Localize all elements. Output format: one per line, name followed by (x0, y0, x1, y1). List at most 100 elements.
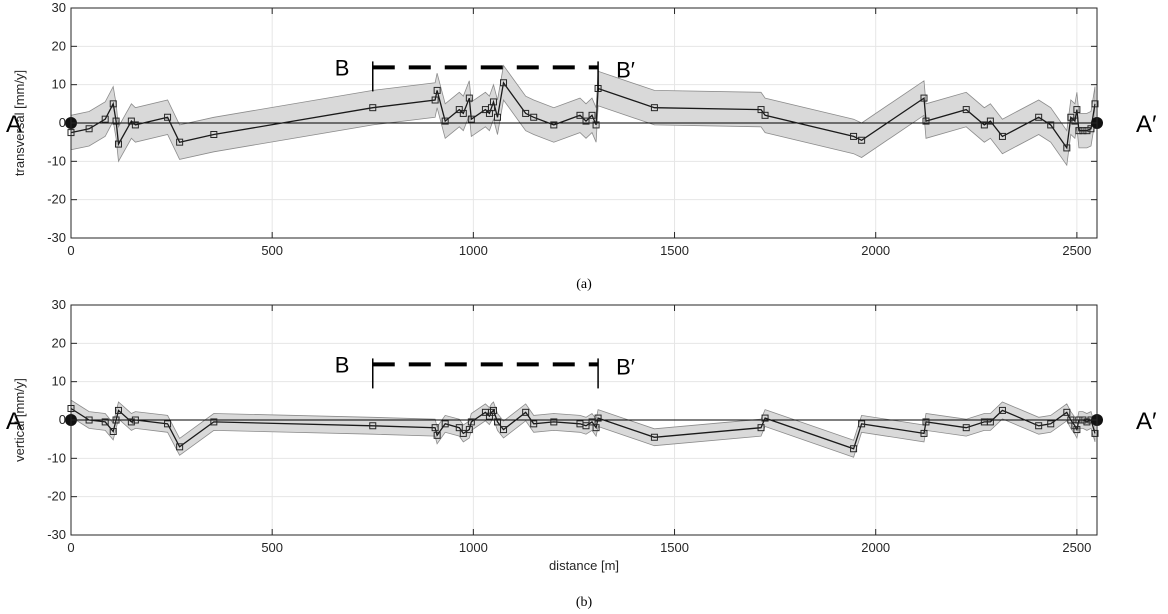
y-tick-label: 10 (52, 374, 66, 389)
data-point (455, 424, 463, 432)
data-point (650, 433, 658, 441)
series-line (70, 407, 1096, 450)
x-axis-label: distance [m] (549, 558, 619, 573)
data-point (485, 412, 493, 420)
y-tick-label: -30 (47, 230, 66, 245)
data-point (131, 121, 139, 129)
data-point (592, 121, 600, 129)
data-point (500, 426, 508, 434)
data-point (920, 429, 928, 437)
data-point (1079, 416, 1087, 424)
data-point (850, 132, 858, 140)
end-label-a-prime: A′ (1136, 111, 1157, 138)
data-point (592, 424, 600, 432)
data-point (986, 418, 994, 426)
x-tick-label: 500 (261, 243, 283, 258)
data-point (127, 418, 135, 426)
data-point (850, 445, 858, 453)
data-point (650, 104, 658, 112)
data-point (369, 422, 377, 430)
data-point (980, 121, 988, 129)
data-point (1035, 422, 1043, 430)
data-point (962, 424, 970, 432)
data-point (922, 117, 930, 125)
data-point (1075, 416, 1083, 424)
data-point (1035, 113, 1043, 121)
data-point (433, 431, 441, 439)
data-point (530, 113, 538, 121)
data-point (467, 115, 475, 123)
y-tick-label: 10 (52, 77, 66, 92)
y-tick-label: 0 (59, 115, 66, 130)
data-point (101, 115, 109, 123)
y-axis-label: vertical [mm/y] (12, 378, 27, 462)
panel-a: B B′ A A′ 0 500 1000 1500 2000 2500 -30 -20 -10 0 10 20… (6, 0, 1157, 292)
data-point (1047, 420, 1055, 428)
section-label-b-prime: B′ (616, 57, 635, 82)
data-point (1073, 106, 1081, 114)
data-point (588, 111, 596, 119)
y-axis-label: transversal [mm/y] (12, 70, 27, 176)
x-tick-label: 2000 (861, 243, 890, 258)
data-point (1063, 144, 1071, 152)
y-tick-label: -30 (47, 527, 66, 542)
data-point (101, 418, 109, 426)
x-tick-label: 1000 (459, 243, 488, 258)
data-point (582, 422, 590, 430)
section-label-b-prime: B′ (616, 354, 635, 379)
y-tick-label: 20 (52, 335, 66, 350)
section-label-b: B (335, 352, 350, 377)
panel-caption: (a) (576, 277, 592, 292)
data-point (431, 96, 439, 104)
data-point (112, 117, 120, 125)
data-point (522, 109, 530, 117)
data-point (1083, 127, 1091, 135)
y-tick-label: 30 (52, 297, 66, 312)
data-point (164, 420, 172, 428)
data-point (858, 420, 866, 428)
data-point (109, 428, 117, 435)
data-point (131, 416, 139, 424)
x-tick-label: 1500 (660, 243, 689, 258)
data-point (459, 429, 467, 437)
data-point (493, 113, 501, 121)
data-point (441, 117, 449, 125)
data-point (1047, 121, 1055, 129)
data-point (176, 138, 184, 146)
data-point (465, 426, 473, 434)
data-point (210, 131, 218, 138)
data-point (594, 414, 602, 422)
data-point (757, 424, 765, 432)
data-point (114, 406, 122, 414)
panel-caption: (b) (576, 595, 593, 610)
y-tick-label: -20 (47, 192, 66, 207)
data-point (922, 418, 930, 426)
data-point (487, 408, 495, 416)
section-label-b: B (335, 55, 350, 80)
x-tick-label: 2500 (1062, 243, 1091, 258)
data-point (550, 418, 558, 426)
y-tick-label: 30 (52, 0, 66, 15)
data-point (1071, 117, 1079, 125)
data-point (1071, 422, 1079, 430)
y-tick-label: 0 (59, 412, 66, 427)
data-point (455, 106, 463, 114)
data-point (998, 132, 1006, 140)
data-point (500, 79, 508, 87)
x-tick-label: 2000 (861, 540, 890, 555)
data-point (114, 140, 122, 148)
series-line (70, 81, 1096, 150)
data-point (109, 100, 117, 108)
data-point (1087, 125, 1095, 133)
data-point (1091, 429, 1099, 437)
data-point (176, 443, 184, 451)
data-point (761, 414, 769, 422)
data-point (431, 424, 439, 432)
data-point (858, 136, 866, 144)
data-point (522, 408, 530, 416)
data-point (1075, 127, 1083, 135)
data-point (588, 418, 596, 426)
data-point (582, 117, 590, 125)
data-point (962, 106, 970, 114)
